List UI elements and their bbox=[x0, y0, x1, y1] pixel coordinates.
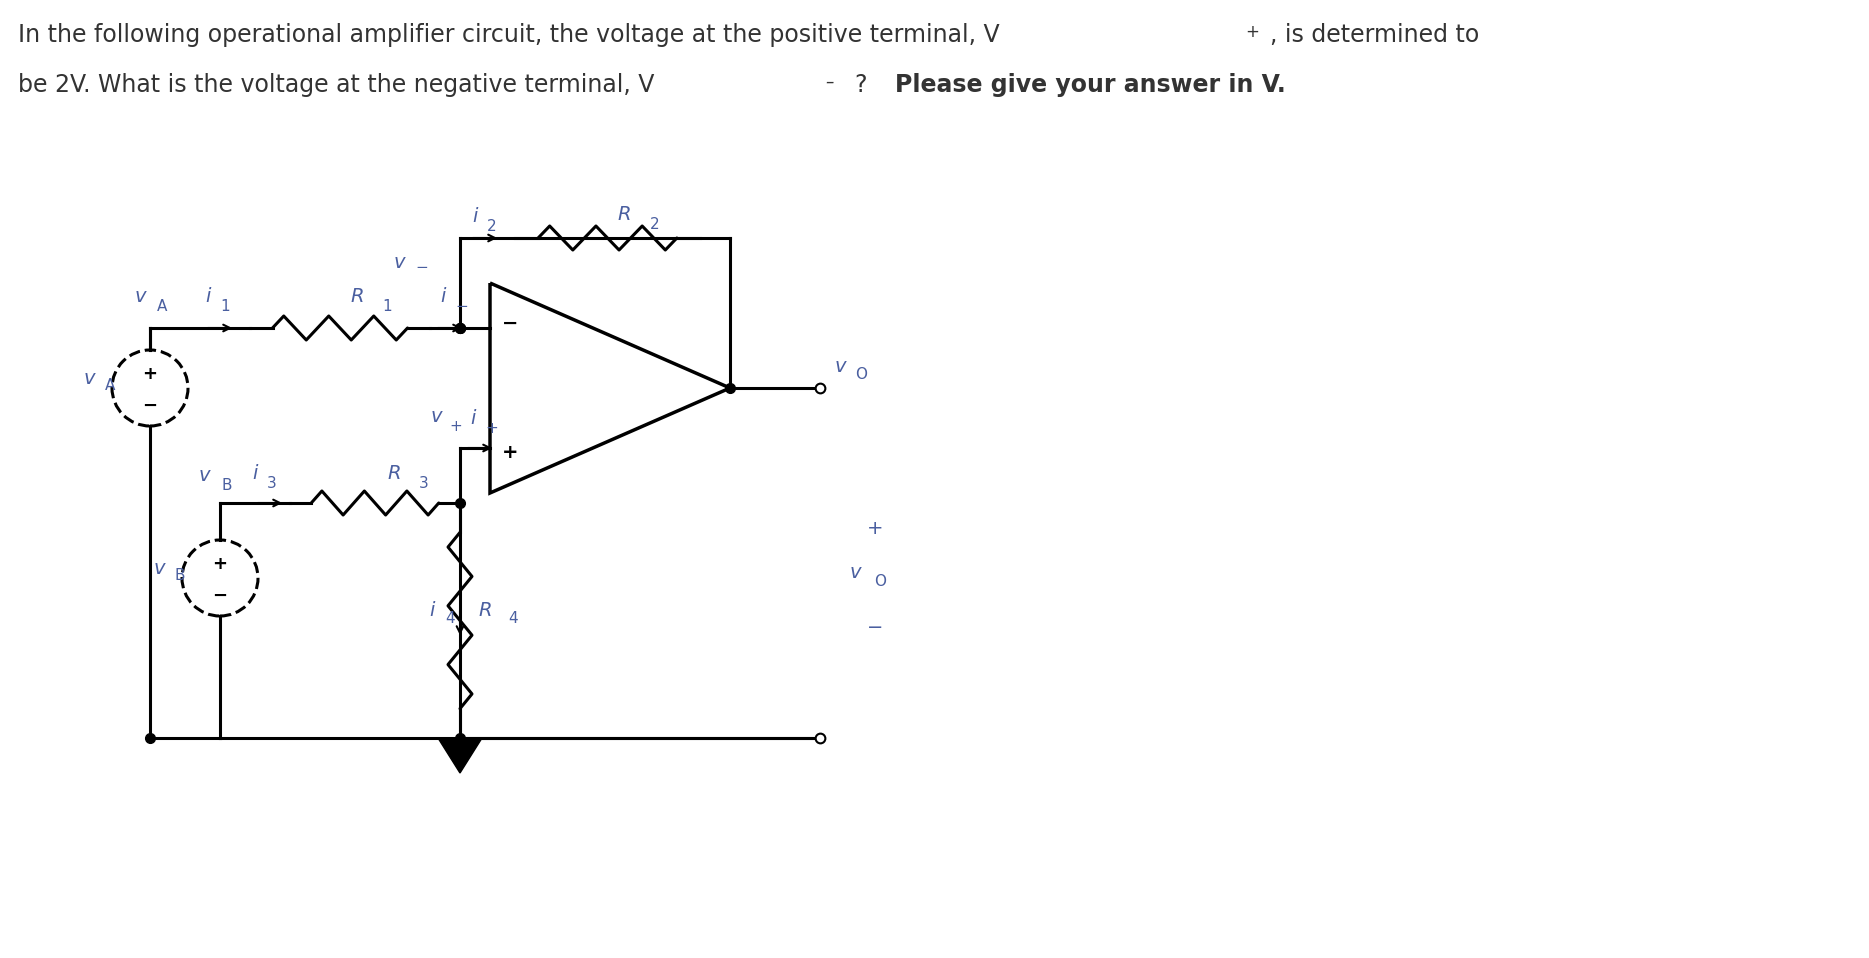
Text: ?: ? bbox=[854, 73, 882, 97]
Text: i: i bbox=[252, 464, 258, 483]
Text: v: v bbox=[153, 559, 164, 578]
Text: O: O bbox=[875, 574, 886, 588]
Text: v: v bbox=[430, 407, 441, 426]
Text: B: B bbox=[222, 478, 232, 493]
Text: 2: 2 bbox=[650, 217, 660, 232]
Text: O: O bbox=[854, 367, 867, 381]
Text: 4: 4 bbox=[445, 611, 454, 626]
Text: –: – bbox=[824, 73, 834, 91]
Text: i: i bbox=[473, 207, 477, 226]
Text: +: + bbox=[484, 421, 497, 436]
Text: −: − bbox=[867, 619, 884, 637]
Text: v: v bbox=[835, 356, 847, 376]
Text: +: + bbox=[449, 419, 462, 434]
Text: A: A bbox=[105, 377, 116, 393]
Text: v: v bbox=[198, 466, 209, 485]
Text: 1: 1 bbox=[221, 299, 230, 314]
Text: 2: 2 bbox=[488, 219, 497, 234]
Text: R: R bbox=[617, 205, 632, 224]
Text: v: v bbox=[84, 369, 95, 387]
Text: i: i bbox=[206, 287, 211, 306]
Text: R: R bbox=[387, 464, 400, 483]
Text: v: v bbox=[849, 563, 862, 582]
Text: B: B bbox=[174, 567, 185, 582]
Text: i: i bbox=[430, 601, 435, 620]
Text: −: − bbox=[503, 313, 518, 332]
Text: i: i bbox=[469, 409, 475, 428]
Text: −: − bbox=[142, 397, 157, 415]
Text: v: v bbox=[394, 253, 406, 272]
Text: −: − bbox=[415, 260, 428, 275]
Text: 1: 1 bbox=[381, 299, 392, 314]
Text: A: A bbox=[157, 299, 168, 314]
Text: v: v bbox=[135, 287, 146, 306]
Text: be 2V. What is the voltage at the negative terminal, V: be 2V. What is the voltage at the negati… bbox=[19, 73, 654, 97]
Polygon shape bbox=[437, 738, 482, 773]
Text: −: − bbox=[213, 587, 228, 605]
Text: +: + bbox=[503, 444, 518, 463]
Text: , is determined to: , is determined to bbox=[1271, 23, 1478, 47]
Text: In the following operational amplifier circuit, the voltage at the positive term: In the following operational amplifier c… bbox=[19, 23, 1000, 47]
Text: +: + bbox=[867, 518, 884, 537]
Text: 3: 3 bbox=[419, 476, 428, 491]
Text: i: i bbox=[439, 287, 445, 306]
Text: +: + bbox=[1245, 23, 1260, 41]
Text: +: + bbox=[213, 555, 228, 573]
Text: Please give your answer in V.: Please give your answer in V. bbox=[895, 73, 1286, 97]
Text: +: + bbox=[142, 365, 157, 383]
Text: 4: 4 bbox=[508, 611, 518, 626]
Text: R: R bbox=[478, 601, 492, 620]
Text: −: − bbox=[454, 299, 467, 314]
Text: R: R bbox=[350, 287, 363, 306]
Text: 3: 3 bbox=[267, 476, 277, 491]
